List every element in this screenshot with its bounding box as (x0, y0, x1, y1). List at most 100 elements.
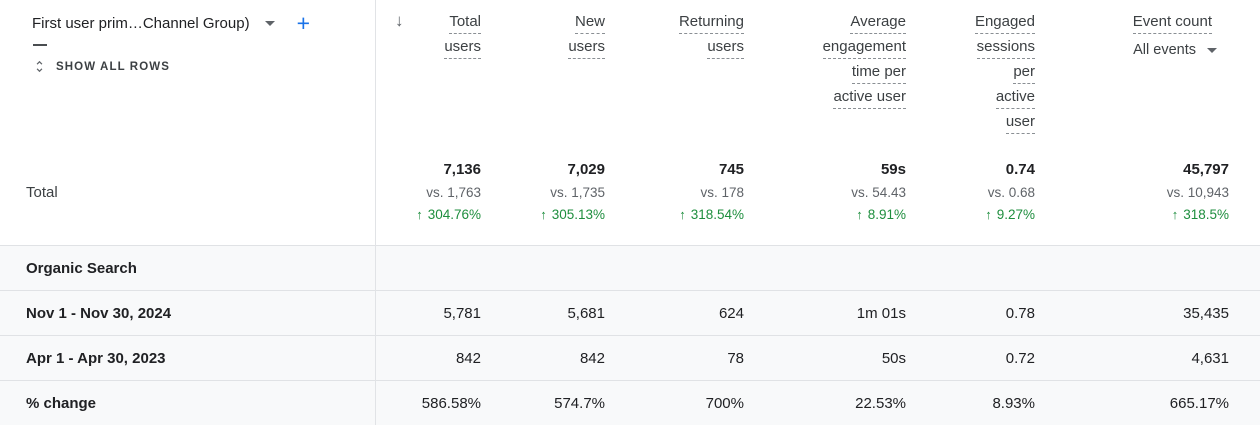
totals-cell-avg-engagement-time: 59s vs. 54.43 ↑ 8.91% (744, 140, 906, 245)
event-filter-label: All events (1133, 42, 1196, 58)
unfold-more-icon (36, 60, 43, 73)
cell-value (605, 246, 744, 290)
arrow-up-icon: ↑ (985, 207, 992, 222)
cell-value: 700% (705, 394, 744, 412)
change-value: ↑ 9.27% (985, 207, 1035, 222)
row-label: Organic Search (26, 259, 137, 277)
comparison-value: vs. 1,735 (550, 185, 605, 200)
column-header-label: users (444, 38, 481, 59)
column-header-label: time per (851, 63, 906, 84)
column-header-label: Total (449, 13, 481, 34)
comparison-value: vs. 10,943 (1166, 185, 1229, 200)
total-value: 7,136 (443, 161, 481, 178)
primary-dimension-label: First user prim…Channel Group) (32, 14, 250, 32)
column-header-label: Returning (678, 13, 744, 34)
cell-value: 624 (718, 304, 744, 322)
row-label: Nov 1 - Nov 30, 2024 (26, 304, 172, 322)
table-row: Apr 1 - Apr 30, 2023 842 842 78 50s 0.72… (0, 335, 1260, 380)
column-header-label: Average (850, 13, 906, 34)
cell-value: 0.78 (1005, 304, 1035, 322)
cell-value: 5,781 (443, 304, 481, 322)
totals-cell-engaged-sessions: 0.74 vs. 0.68 ↑ 9.27% (906, 140, 1035, 245)
column-header-label: user (1005, 113, 1035, 134)
cell-value: 665.17% (1169, 394, 1229, 412)
totals-label: Total (26, 184, 58, 201)
column-header-label: New (574, 13, 605, 34)
totals-cell-returning-users: 745 vs. 178 ↑ 318.54% (605, 140, 744, 245)
chevron-down-icon (264, 20, 275, 26)
cell-value: 78 (727, 349, 744, 367)
comparison-value: vs. 0.68 (987, 185, 1035, 200)
total-value: 745 (718, 161, 744, 178)
cell-value (1035, 246, 1229, 290)
column-header-event-count[interactable]: Event count All events (1035, 0, 1229, 140)
column-header-label: users (568, 38, 605, 59)
column-header-label: Engaged (974, 13, 1035, 34)
change-value: ↑ 8.91% (856, 207, 906, 222)
column-header-new-users[interactable]: New users (481, 0, 605, 140)
cell-value: 586.58% (421, 394, 481, 412)
table-header: First user prim…Channel Group) + SHOW AL… (0, 0, 1229, 140)
cell-value (375, 246, 481, 290)
totals-cell-total-users: 7,136 vs. 1,763 ↑ 304.76% (375, 140, 481, 245)
row-label: % change (26, 394, 97, 412)
arrow-up-icon: ↑ (679, 207, 686, 222)
drag-indicator (33, 44, 47, 46)
table-row: Nov 1 - Nov 30, 2024 5,781 5,681 624 1m … (0, 290, 1260, 335)
column-header-avg-engagement-time[interactable]: Average engagement time per active user (744, 0, 906, 140)
column-divider (375, 0, 376, 425)
cell-value: 50s (881, 349, 906, 367)
cell-value: 0.72 (1005, 349, 1035, 367)
primary-dimension-dropdown[interactable]: First user prim…Channel Group) + (32, 10, 375, 36)
table-row: Organic Search (0, 245, 1260, 290)
arrow-up-icon: ↑ (416, 207, 423, 222)
column-header-engaged-sessions[interactable]: Engaged sessions per active user (906, 0, 1035, 140)
comparison-value: vs. 178 (700, 185, 744, 200)
add-dimension-button[interactable]: + (296, 10, 311, 36)
column-header-returning-users[interactable]: Returning users (605, 0, 744, 140)
comparison-value: vs. 54.43 (851, 185, 906, 200)
totals-row: Total 7,136 vs. 1,763 ↑ 304.76% 7,029 vs.… (0, 140, 1229, 245)
column-header-label: Event count (1132, 13, 1212, 34)
column-header-label: per (1013, 63, 1035, 84)
total-value: 7,029 (567, 161, 605, 178)
comparison-value: vs. 1,763 (426, 185, 481, 200)
show-all-rows-label: SHOW ALL ROWS (56, 60, 170, 73)
column-header-total-users[interactable]: ↓ Total users (375, 0, 481, 140)
arrow-up-icon: ↑ (856, 207, 863, 222)
change-value: ↑ 305.13% (540, 207, 605, 222)
column-header-label: users (707, 38, 744, 59)
total-value: 0.74 (1005, 161, 1035, 178)
change-value: ↑ 304.76% (416, 207, 481, 222)
totals-cell-new-users: 7,029 vs. 1,735 ↑ 305.13% (481, 140, 605, 245)
row-label: Apr 1 - Apr 30, 2023 (26, 349, 166, 367)
cell-value (744, 246, 906, 290)
totals-cell-event-count: 45,797 vs. 10,943 ↑ 318.5% (1035, 140, 1229, 245)
cell-value: 4,631 (1191, 349, 1229, 367)
cell-value: 35,435 (1183, 304, 1229, 322)
arrow-up-icon: ↑ (1171, 207, 1179, 222)
cell-value: 842 (455, 349, 481, 367)
cell-value (481, 246, 605, 290)
cell-value: 8.93% (992, 394, 1035, 412)
arrow-up-icon: ↑ (540, 207, 547, 222)
change-value: ↑ 318.5% (1171, 207, 1229, 222)
cell-value: 574.7% (554, 394, 605, 412)
event-filter-dropdown[interactable]: All events (1133, 42, 1217, 58)
chevron-down-icon (1207, 47, 1217, 53)
show-all-rows-button[interactable]: SHOW ALL ROWS (32, 59, 170, 74)
cell-value: 1m 01s (856, 304, 906, 322)
column-header-label: sessions (976, 38, 1035, 59)
dimension-header-cell: First user prim…Channel Group) + SHOW AL… (0, 0, 375, 140)
cell-value: 5,681 (567, 304, 605, 322)
total-value: 45,797 (1183, 161, 1229, 178)
column-header-label: active user (833, 88, 906, 109)
total-value: 59s (880, 161, 906, 178)
cell-value: 842 (579, 349, 605, 367)
sort-descending-icon[interactable]: ↓ (395, 11, 404, 30)
table-row-percent-change: % change 586.58% 574.7% 700% 22.53% 8.93… (0, 380, 1260, 425)
change-value: ↑ 318.54% (679, 207, 744, 222)
cell-value: 22.53% (855, 394, 906, 412)
column-header-label: active (995, 88, 1035, 109)
